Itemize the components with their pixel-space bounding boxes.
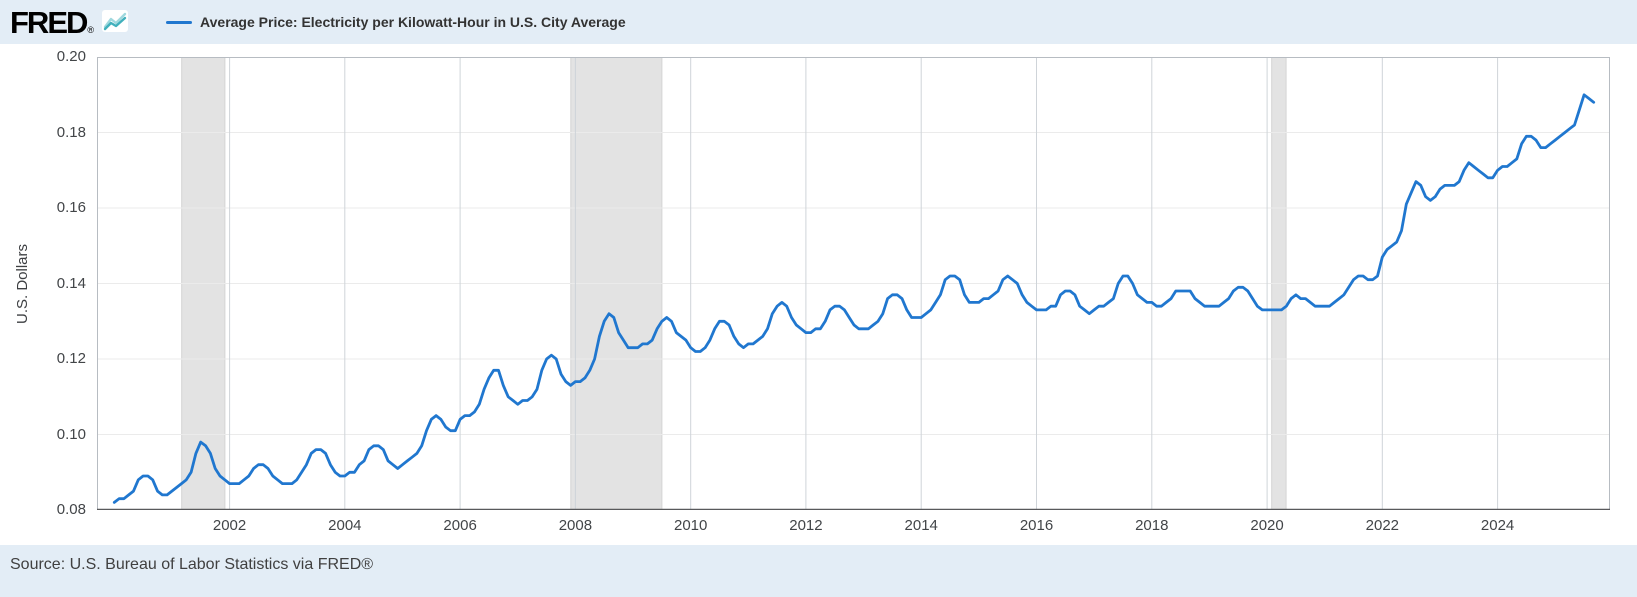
x-tick-label: 2004 bbox=[328, 517, 362, 534]
legend-line-swatch bbox=[166, 20, 193, 24]
x-tick-label: 2014 bbox=[904, 517, 938, 534]
y-tick-label: 0.10 bbox=[56, 425, 86, 443]
fred-logo[interactable]: FRED ® bbox=[10, 4, 129, 40]
series-line[interactable] bbox=[112, 93, 1596, 504]
fred-logo-registered-mark: ® bbox=[87, 24, 95, 35]
x-tick-label: 2016 bbox=[1019, 517, 1054, 534]
y-tick-label: 0.12 bbox=[56, 350, 86, 367]
x-tick-label: 2012 bbox=[789, 517, 823, 534]
y-tick-label: 0.08 bbox=[56, 501, 86, 518]
y-tick-label: 0.18 bbox=[56, 123, 86, 141]
x-tick-label: 2006 bbox=[443, 517, 477, 534]
x-tick-label: 2002 bbox=[212, 517, 247, 534]
y-tick-label: 0.14 bbox=[56, 274, 86, 292]
graph-header: FRED ® Average Price: Electricity per Ki… bbox=[0, 0, 1637, 44]
fred-logo-text: FRED bbox=[10, 4, 88, 40]
graph-footer: Source: U.S. Bureau of Labor Statistics … bbox=[0, 545, 1637, 597]
y-tick-label: 0.16 bbox=[56, 199, 86, 216]
x-tick-label: 2010 bbox=[673, 517, 708, 534]
legend-series-label[interactable]: Average Price: Electricity per Kilowatt-… bbox=[200, 14, 626, 30]
x-tick-label: 2020 bbox=[1250, 517, 1284, 534]
chart-card bbox=[0, 44, 1637, 545]
x-tick-label: 2008 bbox=[558, 517, 593, 534]
source-text: Source: U.S. Bureau of Labor Statistics … bbox=[10, 556, 374, 573]
y-tick-label: 0.20 bbox=[56, 48, 86, 65]
x-tick-label: 2018 bbox=[1135, 517, 1169, 534]
x-tick-label: 2022 bbox=[1365, 517, 1400, 534]
fred-sparkline-icon bbox=[102, 9, 129, 37]
chart-legend: Average Price: Electricity per Kilowatt-… bbox=[166, 14, 626, 30]
plot-area[interactable] bbox=[97, 57, 1610, 510]
x-tick-label: 2024 bbox=[1480, 517, 1515, 534]
